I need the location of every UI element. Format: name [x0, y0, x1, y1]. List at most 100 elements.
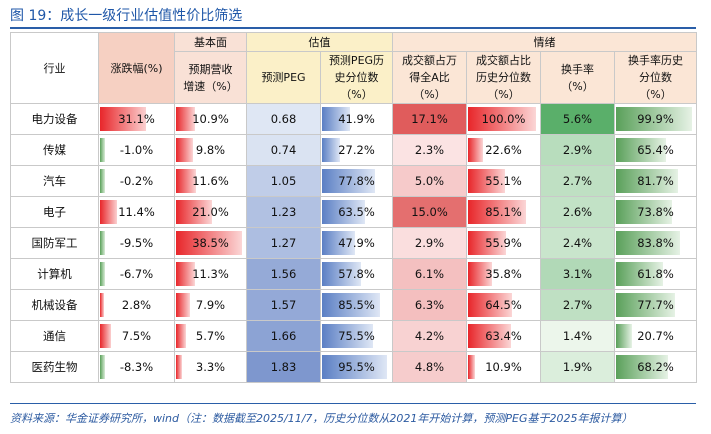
footer-rule: [10, 403, 696, 404]
negative-change-bar: [100, 262, 105, 286]
cell-revenue-growth: 38.5%: [174, 227, 247, 259]
turnover-share-percentile-bar: [468, 324, 512, 348]
cell-revenue-growth: 11.3%: [174, 258, 247, 290]
positive-change-bar: [100, 293, 105, 317]
cell-value: 21.0%: [192, 205, 229, 219]
cell-value: 7.9%: [195, 298, 226, 312]
cell-value: 85.5%: [338, 298, 375, 312]
negative-change-bar: [100, 138, 105, 162]
cell-value: 传媒: [43, 143, 66, 157]
turnover-rate-percentile-bar: [616, 138, 666, 162]
turnover-share-percentile-bar: [468, 200, 526, 224]
cell-turnover-share-pct: 10.9%: [466, 351, 541, 383]
cell-peg-pct: 47.9%: [320, 227, 393, 259]
peg-percentile-bar: [322, 293, 381, 317]
cell-turnover-rate-pct: 61.8%: [614, 258, 697, 290]
header-turnover-rate-pct: 换手率历史 分位数 （%）: [614, 51, 697, 104]
cell-peg-pct: 41.9%: [320, 103, 393, 135]
cell-turnover-rate: 3.1%: [540, 258, 615, 290]
cell-value: 99.9%: [637, 112, 674, 126]
cell-value: 计算机: [37, 267, 72, 281]
cell-turnover-share-pct: 55.9%: [466, 227, 541, 259]
turnover-rate-percentile-bar: [616, 231, 680, 255]
cell-revenue-growth: 10.9%: [174, 103, 247, 135]
cell-value: -1.0%: [119, 143, 154, 157]
cell-industry: 国防军工: [10, 227, 99, 259]
header-industry: 行业: [10, 32, 99, 104]
table-row: 通信 7.5% 5.7% 1.66 75.5% 4.2% 63.4% 1.4% 20.7%: [10, 320, 697, 352]
cell-value: 2.9%: [562, 143, 593, 157]
group-fundamentals: 基本面: [174, 32, 247, 52]
cell-turnover-share-pct: 64.5%: [466, 289, 541, 321]
cell-value: 2.7%: [562, 298, 593, 312]
cell-value: 77.7%: [637, 298, 674, 312]
cell-value: 汽车: [43, 174, 66, 188]
cell-value: 6.3%: [414, 298, 445, 312]
cell-value: 2.3%: [414, 143, 445, 157]
turnover-rate-percentile-bar: [616, 324, 632, 348]
cell-value: 64.5%: [485, 298, 522, 312]
cell-industry: 计算机: [10, 258, 99, 290]
cell-turnover-rate: 1.4%: [540, 320, 615, 352]
turnover-rate-percentile-bar: [616, 293, 676, 317]
revenue-growth-bar: [176, 324, 186, 348]
cell-industry: 汽车: [10, 165, 99, 197]
cell-turnover-share-pct: 100.0%: [466, 103, 541, 135]
cell-value: -9.5%: [119, 236, 154, 250]
revenue-growth-bar: [176, 293, 190, 317]
cell-value: 1.23: [270, 205, 297, 219]
table-row: 国防军工 -9.5% 38.5% 1.27 47.9% 2.9% 55.9% 2.4% 83.8…: [10, 227, 697, 259]
table-row: 电子 11.4% 21.0% 1.23 63.5% 15.0% 85.1% 2.6% 73.8%: [10, 196, 697, 228]
cell-revenue-growth: 9.8%: [174, 134, 247, 166]
peg-percentile-bar: [322, 138, 341, 162]
cell-value: 77.8%: [338, 174, 375, 188]
cell-turnover-rate: 2.4%: [540, 227, 615, 259]
cell-revenue-growth: 11.6%: [174, 165, 247, 197]
turnover-rate-percentile-bar: [616, 107, 692, 131]
cell-value: 2.7%: [562, 174, 593, 188]
cell-value: 机械设备: [31, 298, 78, 312]
cell-change: -1.0%: [98, 134, 175, 166]
cell-value: 5.0%: [414, 174, 445, 188]
cell-peg-pct: 85.5%: [320, 289, 393, 321]
cell-turnover-share: 6.1%: [392, 258, 467, 290]
cell-value: 20.7%: [637, 329, 674, 343]
cell-value: 55.9%: [485, 236, 522, 250]
cell-industry: 电子: [10, 196, 99, 228]
turnover-rate-percentile-bar: [616, 355, 668, 379]
cell-value: 15.0%: [411, 205, 448, 219]
cell-value: 6.1%: [414, 267, 445, 281]
table-body: 电力设备 31.1% 10.9% 0.68 41.9% 17.1% 100.0% 5.6% 99…: [10, 103, 697, 383]
peg-percentile-bar: [322, 355, 387, 379]
cell-value: 41.9%: [338, 112, 375, 126]
turnover-share-percentile-bar: [468, 107, 536, 131]
cell-change: 11.4%: [98, 196, 175, 228]
cell-peg-pct: 95.5%: [320, 351, 393, 383]
table-row: 医药生物 -8.3% 3.3% 1.83 95.5% 4.8% 10.9% 1.9% 68.2%: [10, 351, 697, 383]
cell-change: 2.8%: [98, 289, 175, 321]
header-peg-pct: 预测PEG历 史分位数 （%）: [320, 51, 393, 104]
cell-peg: 1.23: [246, 196, 321, 228]
cell-value: 电力设备: [31, 112, 78, 126]
revenue-growth-bar: [176, 231, 242, 255]
revenue-growth-bar: [176, 138, 193, 162]
peg-percentile-bar: [322, 169, 375, 193]
cell-peg: 0.68: [246, 103, 321, 135]
cell-industry: 医药生物: [10, 351, 99, 383]
header-turnover-share: 成交额占万 得全A比 （%）: [392, 51, 467, 104]
cell-value: 10.9%: [485, 360, 522, 374]
table-row: 计算机 -6.7% 11.3% 1.56 57.8% 6.1% 35.8% 3.1% 61.8%: [10, 258, 697, 290]
negative-change-bar: [100, 355, 105, 379]
cell-value: 55.1%: [485, 174, 522, 188]
cell-peg: 1.57: [246, 289, 321, 321]
cell-change: 7.5%: [98, 320, 175, 352]
cell-peg: 1.66: [246, 320, 321, 352]
figure-title: 图 19：成长一级行业估值性价比筛选: [10, 8, 243, 24]
source-note: 资料来源：华金证券研究所，wind（注：数据截至2025/11/7，历史分位数从…: [10, 412, 633, 425]
header-turnover-share-pct: 成交额占比 历史分位数 （%）: [466, 51, 541, 104]
cell-value: 35.8%: [485, 267, 522, 281]
cell-industry: 传媒: [10, 134, 99, 166]
cell-value: 65.4%: [637, 143, 674, 157]
cell-change: -6.7%: [98, 258, 175, 290]
cell-turnover-share: 4.2%: [392, 320, 467, 352]
